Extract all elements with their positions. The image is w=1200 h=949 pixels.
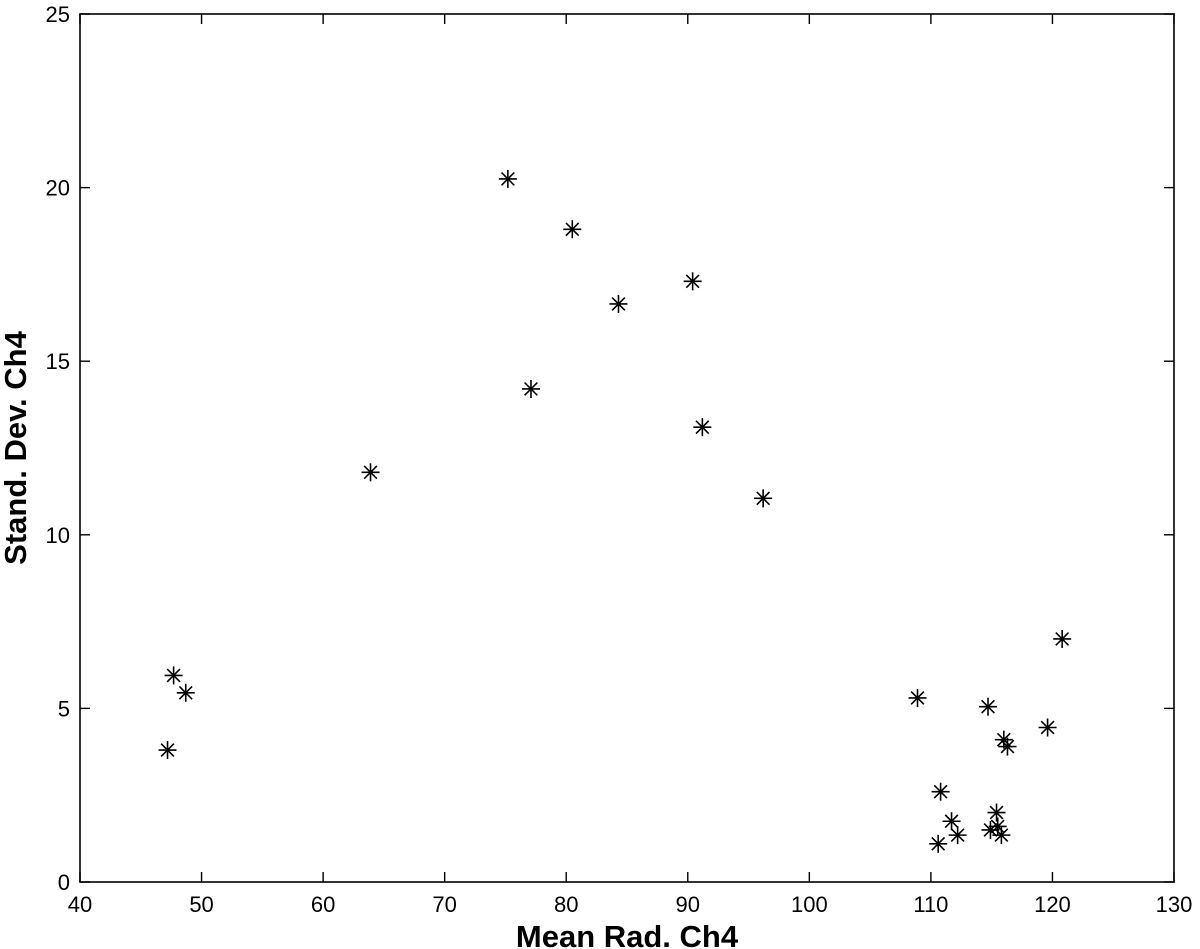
- scatter-point: [1038, 718, 1057, 737]
- scatter-point: [521, 379, 540, 398]
- x-tick-label: 60: [311, 892, 335, 917]
- y-tick-label: 5: [58, 696, 70, 721]
- x-axis-title: Mean Rad. Ch4: [516, 919, 739, 949]
- scatter-point: [693, 418, 712, 437]
- scatter-point: [361, 463, 380, 482]
- x-axis: 40 50 60 70 80 90 100 110 120 130: [68, 14, 1193, 917]
- y-tick-label: 25: [46, 2, 70, 27]
- y-tick-label: 20: [46, 176, 70, 201]
- y-axis-title: Stand. Dev. Ch4: [0, 330, 33, 564]
- scatter-point: [992, 826, 1011, 845]
- scatter-point: [164, 666, 183, 685]
- scatter-point: [942, 812, 961, 831]
- x-tick-label: 70: [432, 892, 456, 917]
- scatter-point: [908, 688, 927, 707]
- scatter-point: [948, 826, 967, 845]
- scatter-point: [979, 697, 998, 716]
- scatter-point: [609, 294, 628, 313]
- x-tick-label: 80: [554, 892, 578, 917]
- x-tick-label: 110: [913, 892, 948, 917]
- scatter-point: [176, 683, 195, 702]
- scatter-point: [1053, 629, 1072, 648]
- x-tick-label: 100: [791, 892, 828, 917]
- scatter-point: [158, 741, 177, 760]
- scatter-point: [498, 169, 517, 188]
- y-tick-label: 0: [58, 870, 70, 895]
- scatter-point: [998, 737, 1017, 756]
- y-tick-label: 10: [46, 523, 70, 548]
- y-axis: 0 5 10 15 20 25: [46, 2, 1174, 895]
- scatter-point: [754, 489, 773, 508]
- scatter-point: [683, 272, 702, 291]
- scatter-point: [563, 220, 582, 239]
- scatter-point: [987, 803, 1006, 822]
- data-points: [158, 169, 1072, 853]
- plot-frame: [79, 13, 1175, 883]
- scatter-point: [929, 834, 948, 853]
- x-tick-label: 50: [189, 892, 213, 917]
- y-tick-label: 15: [46, 349, 70, 374]
- x-tick-label: 120: [1034, 892, 1071, 917]
- x-tick-label: 90: [676, 892, 700, 917]
- x-tick-label: 130: [1156, 892, 1193, 917]
- x-tick-label: 40: [68, 892, 92, 917]
- scatter-point: [931, 782, 950, 801]
